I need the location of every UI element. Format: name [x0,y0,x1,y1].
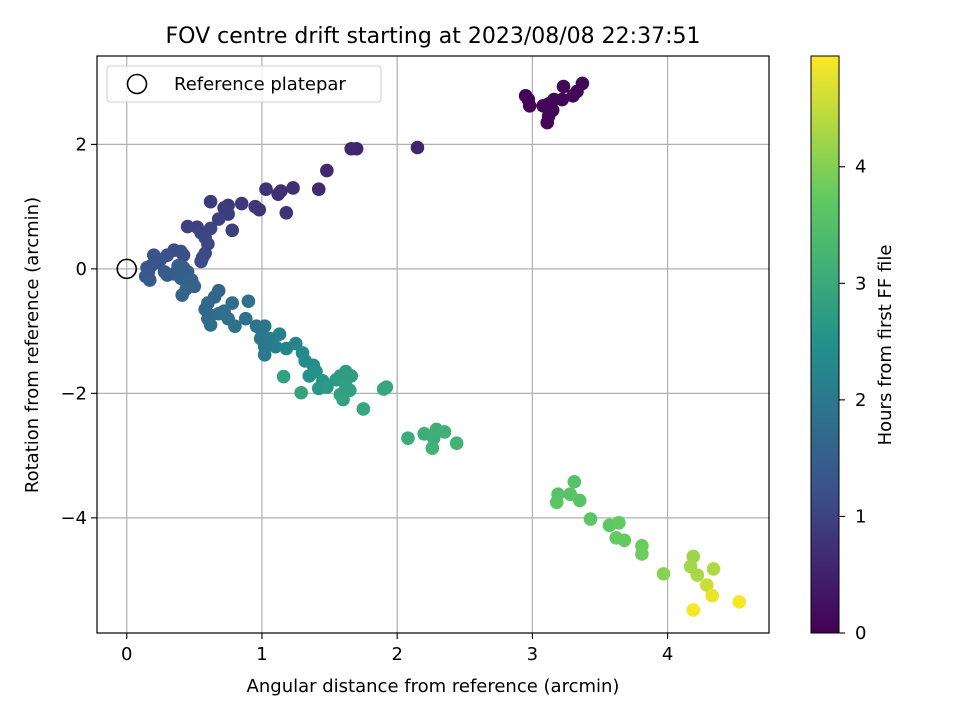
scatter-point [686,603,701,617]
scatter-point [583,512,598,526]
scatter-point [276,369,291,384]
scatter-point [555,92,569,107]
colorbar-ticks: 0 1 2 3 4 [839,157,866,644]
legend-marker-icon [126,73,148,95]
grid [97,56,769,633]
scatter-point [268,339,283,354]
scatter-point [257,319,272,333]
scatter-point [706,562,721,576]
scatter-point [656,567,671,581]
y-tick-label: 2 [76,134,87,155]
scatter-point [241,294,256,309]
x-tick-label: 2 [391,644,402,665]
scatter-point [617,533,632,548]
colorbar-tick-label: 1 [855,506,866,527]
legend: Reference platepar [106,65,382,103]
scatter-point [203,194,218,209]
colorbar-gradient [810,55,840,634]
scatter-point [294,385,308,400]
scatter-point [612,516,626,530]
scatter-point [425,441,440,455]
scatter-point [437,425,452,439]
scatter-point [732,595,747,609]
scatter-point [401,431,415,445]
legend-label: Reference platepar [174,74,346,95]
scatter-point [257,347,272,362]
scatter-point [572,493,587,508]
chart-title: FOV centre drift starting at 2023/08/08 … [166,24,701,49]
scatter-point [575,76,590,91]
x-tick-label: 0 [121,644,132,665]
scatter-point [194,254,208,269]
scatter-point [344,369,358,383]
data-points [138,76,747,617]
scatter-point [175,288,189,302]
scatter-point [211,212,226,226]
scatter-point [259,182,273,197]
scatter-point [320,163,334,178]
scatter-point [540,115,555,130]
scatter-point [410,140,425,155]
y-axis-label: Rotation from reference (arcmin) [22,197,43,493]
scatter-point [311,182,326,197]
scatter-point [690,568,705,582]
x-tick-label: 1 [256,644,267,665]
scatter-point [344,141,358,156]
x-tick-label: 3 [527,644,538,665]
scatter-point [142,273,157,287]
y-tick-label: −4 [60,508,87,529]
x-axis-ticks: 0 1 2 3 4 [121,633,673,665]
y-tick-label: −2 [60,383,87,404]
colorbar-tick-label: 0 [855,623,866,644]
y-tick-label: 0 [76,259,87,280]
y-axis-ticks: 2 0 −2 −4 [60,134,97,529]
scatter-point [203,318,218,332]
scatter-point [309,364,323,379]
x-axis-label: Angular distance from reference (arcmin) [247,676,620,697]
x-tick-label: 4 [662,644,673,665]
scatter-point [279,206,294,220]
colorbar-label: Hours from first FF file [875,245,896,446]
scatter-point [174,271,188,286]
scatter-point [320,380,334,394]
legend-box [106,65,382,103]
scatter-point [449,436,464,450]
scatter-point [556,79,571,94]
scatter-point [379,380,394,394]
scatter-point [700,578,714,592]
reference-platepar-marker [116,258,138,280]
scatter-point [271,187,285,201]
scatter-point [336,392,350,407]
colorbar-tick-label: 2 [855,390,866,411]
scatter-point [272,327,287,342]
scatter-point [248,199,262,214]
scatter-point [225,296,240,310]
scatter-point [356,402,371,416]
scatter-point [705,588,720,603]
colorbar-tick-label: 3 [855,273,866,294]
scatter-point [567,474,582,489]
colorbar-tick-label: 4 [855,157,866,178]
scatter-point [288,336,303,351]
scatter-point [522,98,537,113]
scatter-point [635,547,649,561]
plot-frame [96,55,770,634]
scatter-point [228,319,242,333]
scatter-point [174,244,188,259]
scatter-point [225,223,240,238]
scatter-point [286,181,300,195]
scatter-point [234,196,249,211]
colorbar: 0 1 2 3 4 Hours from first FF file [810,55,896,644]
scatter-point [238,311,253,326]
scatter-point [549,495,564,510]
